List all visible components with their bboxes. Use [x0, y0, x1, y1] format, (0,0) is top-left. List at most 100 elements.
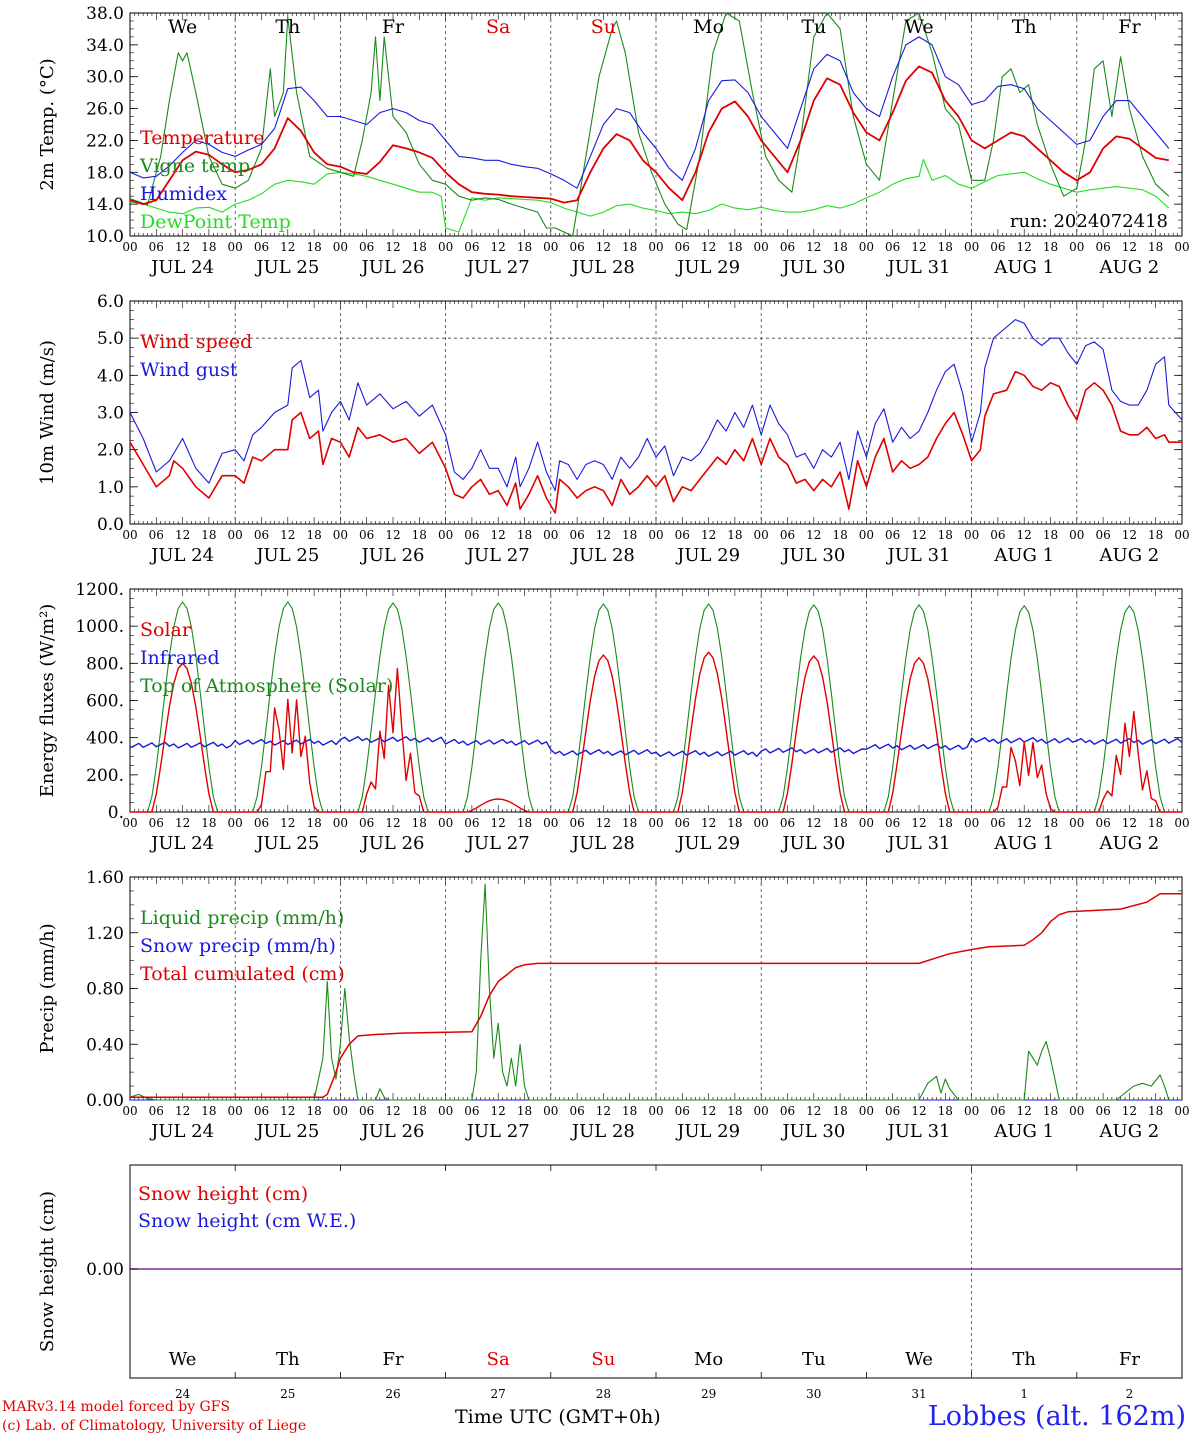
hour-tick-label: 18: [201, 1104, 216, 1118]
hour-tick-label: 18: [1043, 528, 1058, 542]
hour-tick-label: 18: [622, 528, 637, 542]
hour-tick-label: 00: [859, 240, 874, 254]
y-tick-label: 6.0: [97, 292, 124, 312]
hour-tick-label: 06: [254, 528, 269, 542]
hour-tick-label: 18: [1148, 816, 1163, 830]
y-tick-label: 1.20: [86, 924, 124, 944]
legend-entry: Liquid precip (mm/h): [140, 907, 344, 929]
hour-tick-label: 06: [990, 240, 1005, 254]
hour-tick-label: 00: [333, 1104, 348, 1118]
legend-entry: Temperature: [140, 127, 264, 149]
date-label: AUG 2: [1099, 833, 1160, 854]
day-number-label: 2: [1126, 1387, 1134, 1401]
y-tick-label: 800.: [86, 654, 124, 674]
hour-tick-label: 00: [1069, 240, 1084, 254]
weekday-label: Fr: [1119, 1349, 1140, 1370]
hour-tick-label: 12: [1122, 1104, 1137, 1118]
y-tick-label: 5.0: [97, 329, 124, 349]
day-number-label: 1: [1020, 1387, 1028, 1401]
hour-tick-label: 12: [911, 1104, 926, 1118]
weekday-label: Th: [1012, 16, 1037, 38]
hour-tick-label: 18: [938, 1104, 953, 1118]
hour-tick-label: 00: [228, 240, 243, 254]
hour-tick-label: 00: [438, 816, 453, 830]
date-label: JUL 27: [465, 1121, 530, 1142]
hour-tick-label: 00: [228, 1104, 243, 1118]
hour-tick-label: 00: [333, 240, 348, 254]
date-label: JUL 31: [886, 1121, 951, 1142]
hour-tick-label: 12: [491, 1104, 506, 1118]
y-axis-label: Snow height (cm): [37, 1191, 58, 1352]
hour-tick-label: 06: [464, 528, 479, 542]
hour-tick-label: 12: [911, 240, 926, 254]
hour-tick-label: 12: [385, 240, 400, 254]
hour-tick-label: 18: [412, 816, 427, 830]
weekday-label: We: [169, 1349, 197, 1370]
date-label: JUL 29: [675, 1121, 740, 1142]
hour-tick-label: 00: [1174, 240, 1189, 254]
hour-tick-label: 06: [990, 1104, 1005, 1118]
hour-tick-label: 06: [569, 240, 584, 254]
hour-tick-label: 18: [1043, 1104, 1058, 1118]
date-label: JUL 28: [570, 833, 635, 854]
weekday-label: Sa: [486, 16, 510, 38]
hour-tick-label: 12: [385, 816, 400, 830]
hour-tick-label: 18: [727, 1104, 742, 1118]
weekday-label: Tu: [802, 1349, 826, 1370]
hour-tick-label: 00: [648, 528, 663, 542]
wind-speed-line: [129, 370, 1182, 514]
hour-tick-label: 18: [727, 240, 742, 254]
hour-tick-label: 12: [491, 240, 506, 254]
hour-tick-label: 06: [780, 1104, 795, 1118]
hour-tick-label: 12: [911, 816, 926, 830]
hour-tick-label: 00: [333, 816, 348, 830]
hour-tick-label: 00: [859, 528, 874, 542]
hour-tick-label: 18: [412, 1104, 427, 1118]
weekday-label: Th: [275, 16, 300, 38]
hour-tick-label: 18: [1043, 240, 1058, 254]
date-label: JUL 28: [570, 545, 635, 566]
y-tick-label: 10.0: [86, 227, 124, 247]
temperature-line: [129, 65, 1169, 206]
date-label: JUL 24: [149, 833, 214, 854]
legend-entry: Infrared: [140, 647, 220, 669]
model-credits: MARv3.14 model forced by GFS (c) Lab. of…: [2, 1398, 306, 1436]
day-number-label: 27: [491, 1387, 506, 1401]
y-tick-label: 1.0: [97, 478, 124, 498]
hour-tick-label: 00: [754, 816, 769, 830]
hour-tick-label: 06: [149, 240, 164, 254]
hour-tick-label: 18: [201, 240, 216, 254]
y-tick-label: 22.0: [86, 131, 124, 151]
day-number-label: 28: [596, 1387, 611, 1401]
legend-entry: Snow height (cm): [138, 1183, 308, 1205]
hour-tick-label: 12: [701, 816, 716, 830]
hour-tick-label: 00: [859, 1104, 874, 1118]
y-axis-label: Precip (mm/h): [37, 923, 58, 1053]
weekday-label: Su: [591, 1349, 615, 1370]
hour-tick-label: 18: [832, 240, 847, 254]
hour-tick-label: 00: [122, 816, 137, 830]
hour-tick-label: 12: [911, 528, 926, 542]
hour-tick-label: 06: [885, 816, 900, 830]
hour-tick-label: 12: [596, 528, 611, 542]
hour-tick-label: 00: [333, 528, 348, 542]
hour-tick-label: 18: [832, 1104, 847, 1118]
date-label: JUL 31: [886, 545, 951, 566]
date-label: JUL 26: [360, 833, 425, 854]
hour-tick-label: 06: [464, 1104, 479, 1118]
hour-tick-label: 12: [806, 240, 821, 254]
date-label: JUL 25: [254, 545, 319, 566]
legend-entry: Wind gust: [140, 359, 238, 381]
snow-height-panel: 0.00 Snow height (cm) Snow height (cm) Snow…: [37, 1164, 1183, 1401]
hour-tick-label: 18: [832, 528, 847, 542]
hour-tick-label: 06: [885, 240, 900, 254]
wind-panel: 00 06 12 18 00 06 12 18 00 06 12 18 00 06 12 18 00 06 12 18…: [37, 292, 1190, 566]
hour-tick-label: 12: [806, 1104, 821, 1118]
hour-tick-label: 06: [569, 528, 584, 542]
date-label: JUL 24: [149, 545, 214, 566]
hour-tick-label: 12: [280, 240, 295, 254]
hour-tick-label: 12: [1017, 1104, 1032, 1118]
hour-tick-label: 06: [569, 816, 584, 830]
hour-tick-label: 12: [385, 1104, 400, 1118]
weekday-label: Th: [276, 1349, 300, 1370]
